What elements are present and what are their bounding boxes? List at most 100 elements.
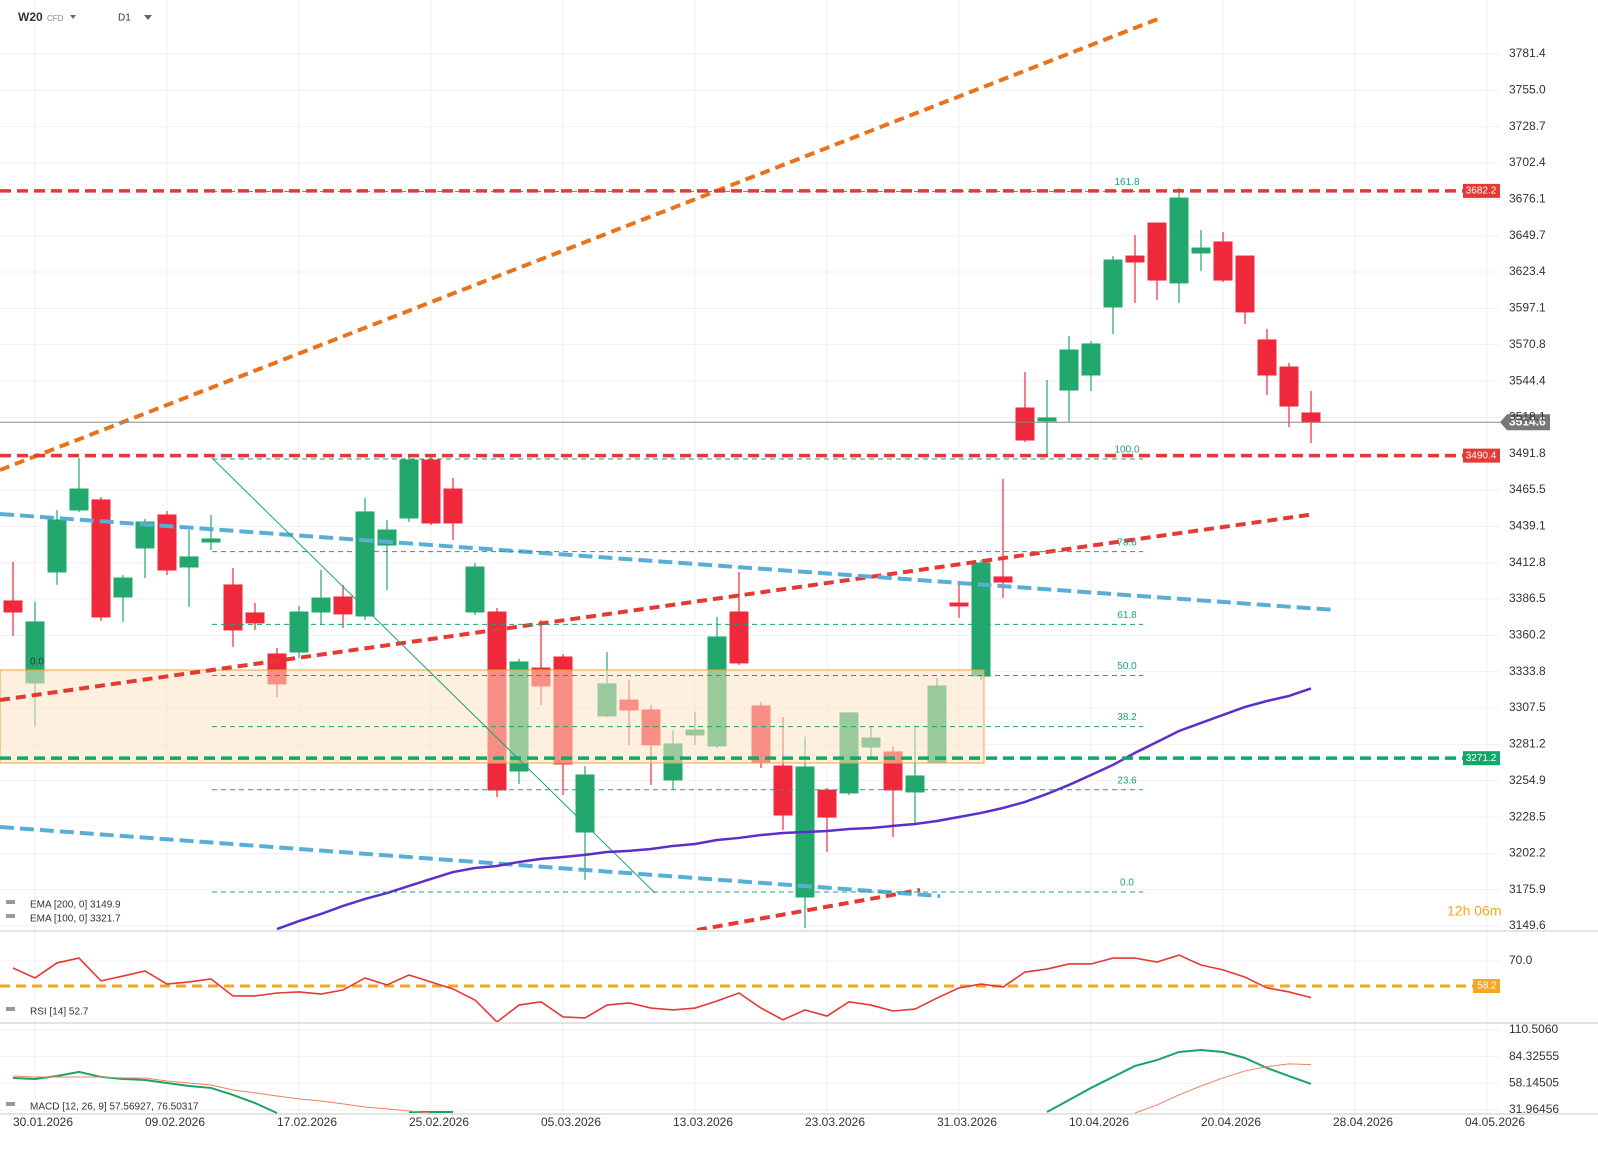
y-tick-label: 3149.6 xyxy=(1509,918,1546,932)
indicator-label: EMA [200, 0] 3149.9 xyxy=(30,900,121,911)
countdown: 12h 06m xyxy=(1447,903,1501,919)
ema-line xyxy=(276,687,1312,930)
candle-body xyxy=(1081,343,1101,376)
y-tick-label: 70.0 xyxy=(1509,953,1533,967)
candle-body xyxy=(311,597,331,613)
candle-body xyxy=(729,611,749,664)
candle-body xyxy=(47,519,67,573)
levels: 161.8 100.0 78.6 61.8 50.0 38.2 23.6 0.0 3682.2 3… xyxy=(0,177,1550,893)
price-tag-label: 3490.4 xyxy=(1466,450,1497,461)
y-tick-label: 3439.1 xyxy=(1509,519,1546,533)
indicator-icon[interactable] xyxy=(6,914,15,918)
candle-body xyxy=(443,488,463,524)
y-tick-label: 3623.4 xyxy=(1509,264,1546,278)
candle-body xyxy=(817,789,837,818)
candle-body xyxy=(245,612,265,624)
last-price-tag xyxy=(1500,414,1550,431)
fib-start-label: 0.0 xyxy=(30,657,44,668)
candle-body xyxy=(1125,255,1145,263)
candle-body xyxy=(333,596,353,615)
y-tick-label: 3386.5 xyxy=(1509,591,1546,605)
indicator-label: EMA [100, 0] 3321.7 xyxy=(30,914,121,925)
y-tick-label: 3597.1 xyxy=(1509,301,1546,315)
y-tick-label: 3649.7 xyxy=(1509,228,1546,242)
candle-body xyxy=(1103,259,1123,308)
candle-body xyxy=(1147,222,1167,281)
candle-body xyxy=(421,459,441,524)
indicator-icon[interactable] xyxy=(6,1102,15,1106)
candle-body xyxy=(971,562,991,677)
price-tag xyxy=(1463,751,1500,766)
last-price-label: 3514.6 xyxy=(1509,414,1546,428)
candle-body xyxy=(1059,349,1079,391)
indicator-line xyxy=(12,1063,1312,1114)
y-tick-label: 84.32555 xyxy=(1509,1049,1559,1063)
indicator-icon[interactable] xyxy=(6,900,15,904)
candle-body xyxy=(91,499,111,618)
y-tick-label: 31.96456 xyxy=(1509,1102,1559,1116)
fib-label: 38.2 xyxy=(1117,712,1137,723)
dropdown-arrow[interactable] xyxy=(144,15,152,20)
macd-panel xyxy=(12,1048,1312,1114)
y-tick-label: 3202.2 xyxy=(1509,846,1546,860)
candle-body xyxy=(399,459,419,519)
fib-anchor-line xyxy=(211,457,656,894)
trend-line xyxy=(0,512,1336,612)
candle-body xyxy=(949,602,969,607)
indicator-label: MACD [12, 26, 9] 57.56927, 76.50317 xyxy=(30,1102,199,1113)
y-tick-label: 3412.8 xyxy=(1509,555,1546,569)
x-tick-label: 17.02.2026 xyxy=(277,1115,337,1129)
symbol[interactable]: W20 xyxy=(18,10,43,24)
y-tick-label: 3676.1 xyxy=(1509,191,1546,205)
trend-line xyxy=(0,825,941,898)
candle-body xyxy=(113,577,133,598)
timeframe[interactable]: D1 xyxy=(118,13,131,24)
indicator-line xyxy=(12,954,1312,1022)
candle-body xyxy=(993,576,1013,583)
candle-body xyxy=(3,600,23,613)
y-tick-label: 3360.2 xyxy=(1509,627,1546,641)
x-tick-label: 31.03.2026 xyxy=(937,1115,997,1129)
candle-body xyxy=(157,514,177,571)
y-tick-label: 3702.4 xyxy=(1509,155,1546,169)
trend-line xyxy=(0,512,1316,702)
candle-body xyxy=(179,556,199,568)
rsi-panel xyxy=(0,954,1475,1022)
x-tick-label: 20.04.2026 xyxy=(1201,1115,1261,1129)
y-tick-label: 3228.5 xyxy=(1509,809,1546,823)
fib-label: 23.6 xyxy=(1117,775,1137,786)
price-tag-label: 3271.2 xyxy=(1466,753,1497,764)
fib-label: 161.8 xyxy=(1114,177,1139,188)
candle-body xyxy=(69,488,89,511)
candle-body xyxy=(465,566,485,613)
instrument-kind: CFD xyxy=(47,14,64,23)
candle-body xyxy=(1037,417,1057,422)
y-tick-label: 3307.5 xyxy=(1509,700,1546,714)
indicator-label: RSI [14] 52.7 xyxy=(30,1007,89,1018)
price-tag xyxy=(1463,448,1500,463)
candle-body xyxy=(1015,407,1035,441)
y-tick-label: 3491.8 xyxy=(1509,446,1546,460)
candle-body xyxy=(1169,197,1189,284)
indicator-icon[interactable] xyxy=(6,1007,15,1011)
fib-label: 78.6 xyxy=(1117,537,1137,548)
trend-line xyxy=(696,888,921,930)
candle-body xyxy=(289,611,309,653)
dropdown-arrow[interactable] xyxy=(70,15,76,19)
candle-body xyxy=(355,511,375,617)
candle-body xyxy=(1235,255,1255,313)
y-tick-label: 3755.0 xyxy=(1509,83,1546,97)
price-tag-label: 3682.2 xyxy=(1466,186,1497,197)
y-tick-label: 3781.4 xyxy=(1509,46,1546,60)
candle-body xyxy=(1301,412,1321,423)
candle-body xyxy=(223,584,243,631)
y-tick-label: 3728.7 xyxy=(1509,119,1546,133)
fib-label: 0.0 xyxy=(1120,878,1134,889)
x-tick-label: 28.04.2026 xyxy=(1333,1115,1393,1129)
y-tick-label: 3465.5 xyxy=(1509,482,1546,496)
candle-body xyxy=(773,765,793,816)
price-tag xyxy=(1463,183,1500,198)
candle-body xyxy=(905,775,925,793)
